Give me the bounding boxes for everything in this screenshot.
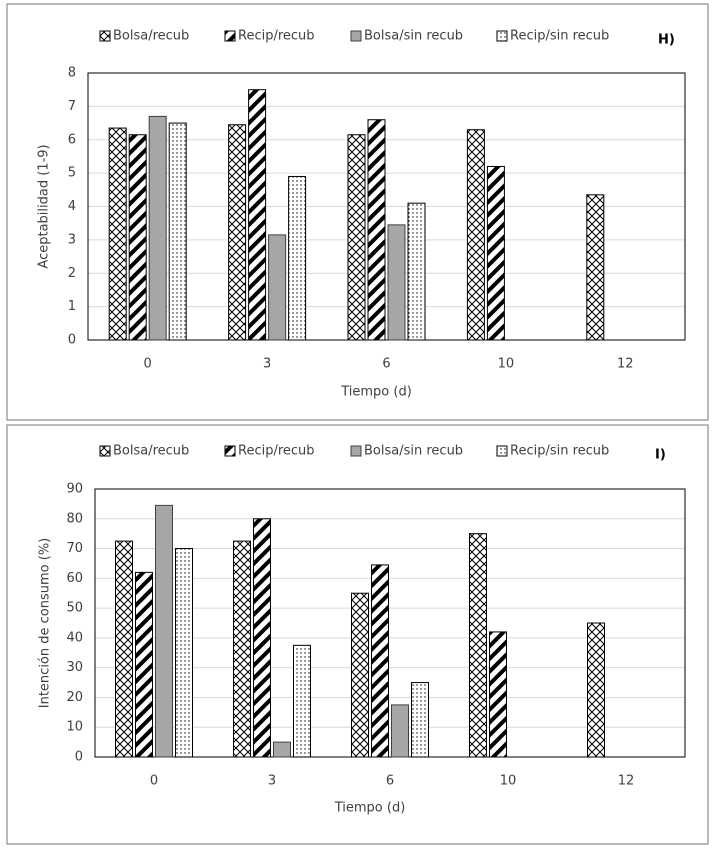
bar: [155, 504, 173, 758]
bar: [293, 644, 311, 758]
y-tick-label: 2: [68, 266, 76, 281]
y-tick-label: 4: [68, 199, 76, 214]
bar: [175, 548, 193, 758]
y-tick-label: 6: [68, 132, 76, 147]
bar: [367, 119, 386, 341]
bar: [108, 127, 127, 341]
bar: [486, 165, 505, 341]
legend-label: Recip/recub: [238, 444, 315, 459]
x-tick-label: 6: [386, 774, 394, 789]
legend-label: Bolsa/sin recub: [364, 444, 463, 459]
x-tick-label: 3: [263, 357, 271, 372]
y-tick-label: 0: [68, 333, 76, 348]
x-tick-label: 6: [382, 357, 390, 372]
y-tick-label: 5: [68, 166, 76, 181]
y-tick-label: 8: [68, 66, 76, 81]
x-tick-label: 10: [498, 357, 515, 372]
bar: [135, 571, 153, 758]
bar: [248, 89, 267, 341]
y-tick-label: 40: [66, 630, 83, 645]
plot-area: [94, 488, 686, 758]
bar: [371, 564, 389, 758]
legend-swatch: [99, 30, 111, 42]
bar: [347, 134, 366, 341]
legend-label: Bolsa/recub: [113, 29, 189, 44]
legend-swatch: [224, 445, 236, 457]
annotation: H): [658, 33, 675, 48]
legend-label: Recip/sin recub: [510, 29, 609, 44]
bar: [489, 631, 507, 758]
legend-swatch: [496, 30, 508, 42]
y-tick-label: 90: [66, 482, 83, 497]
x-axis-title: Tiempo (d): [340, 385, 412, 400]
bar: [288, 175, 307, 341]
legend-label: Bolsa/sin recub: [364, 29, 463, 44]
y-tick-label: 0: [75, 750, 83, 765]
legend-swatch: [496, 445, 508, 457]
y-tick-label: 50: [66, 601, 83, 616]
y-tick-label: 20: [66, 690, 83, 705]
bar: [228, 124, 247, 341]
panel-border: [6, 424, 709, 845]
y-tick-label: 60: [66, 571, 83, 586]
bar: [407, 202, 426, 341]
y-tick-label: 1: [68, 299, 76, 314]
x-tick-label: 0: [144, 357, 152, 372]
bar: [268, 234, 287, 341]
bar: [466, 129, 485, 341]
legend-label: Recip/sin recub: [510, 444, 609, 459]
x-tick-label: 10: [500, 774, 517, 789]
bar: [586, 194, 605, 341]
panel-border: [6, 3, 709, 421]
bar: [168, 122, 187, 341]
bar: [391, 704, 409, 758]
y-tick-label: 10: [66, 720, 83, 735]
bar: [587, 622, 605, 758]
annotation: I): [655, 448, 666, 463]
legend-swatch: [99, 445, 111, 457]
y-tick-label: 70: [66, 541, 83, 556]
legend-label: Bolsa/recub: [113, 444, 189, 459]
x-tick-label: 12: [617, 357, 634, 372]
bar: [273, 741, 291, 758]
legend-swatch: [350, 30, 362, 42]
bar: [128, 134, 147, 341]
bar: [253, 518, 271, 758]
bar: [148, 115, 167, 341]
bar: [387, 224, 406, 341]
legend-label: Recip/recub: [238, 29, 315, 44]
y-axis-title: Aceptabilidad (1-9): [37, 144, 52, 268]
y-tick-label: 80: [66, 511, 83, 526]
x-tick-label: 12: [618, 774, 635, 789]
legend-swatch: [350, 445, 362, 457]
y-tick-label: 30: [66, 660, 83, 675]
y-tick-label: 7: [68, 99, 76, 114]
y-axis-title: Intención de consumo (%): [38, 538, 53, 708]
plot-area: [87, 72, 686, 341]
x-tick-label: 0: [150, 774, 158, 789]
bar: [115, 540, 133, 758]
bar: [233, 540, 251, 758]
bar: [469, 533, 487, 758]
x-tick-label: 3: [268, 774, 276, 789]
legend-swatch: [224, 30, 236, 42]
y-tick-label: 3: [68, 232, 76, 247]
bar: [411, 682, 429, 758]
bar: [351, 592, 369, 758]
x-axis-title: Tiempo (d): [334, 801, 406, 816]
